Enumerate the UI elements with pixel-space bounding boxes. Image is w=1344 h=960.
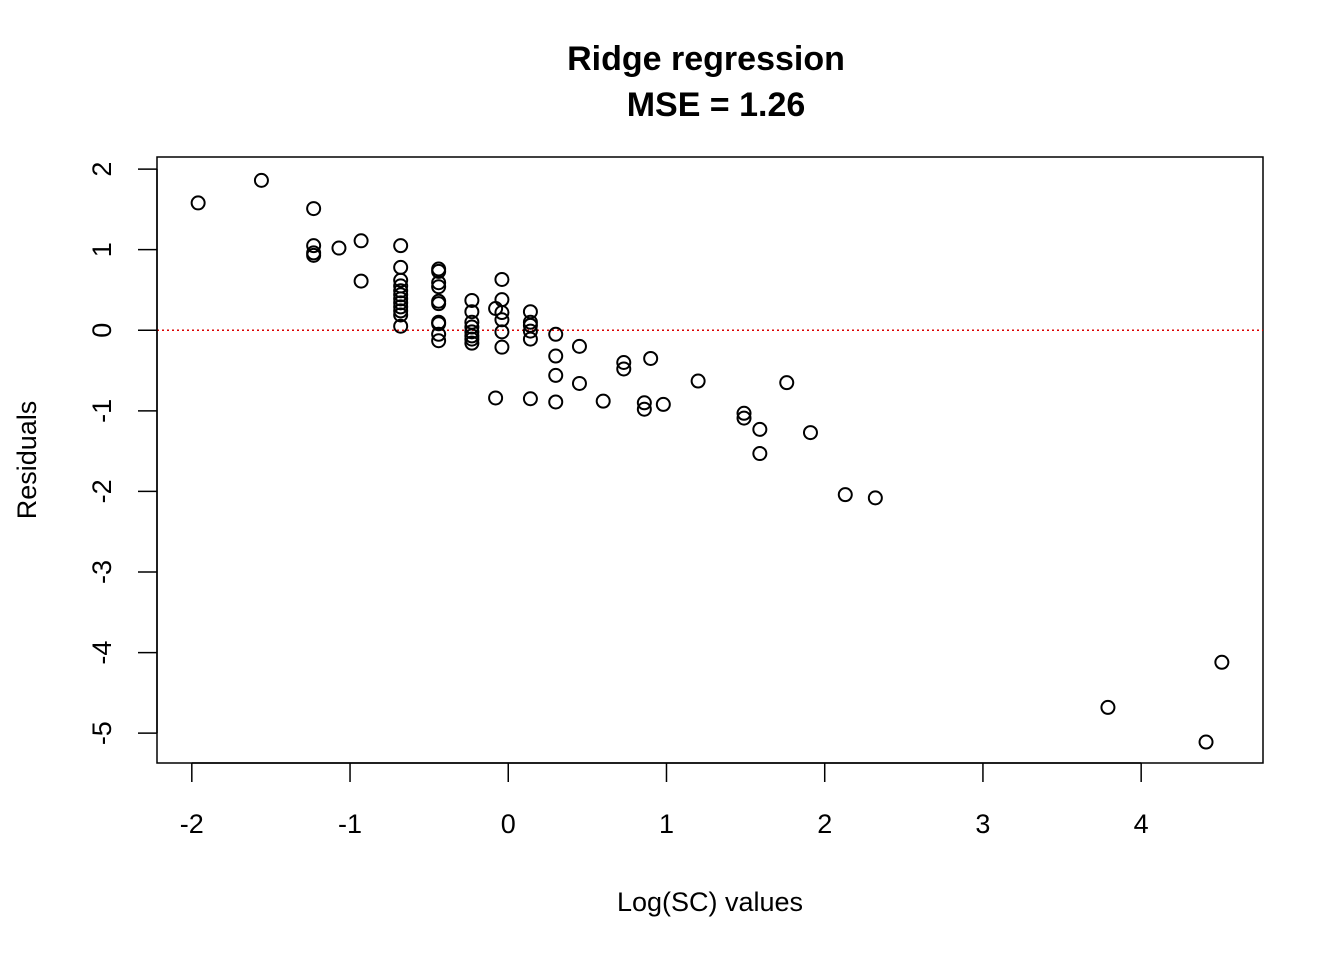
data-point <box>353 233 369 249</box>
chart-subtitle: MSE = 1.26 <box>627 86 806 124</box>
chart-title: Ridge regression <box>567 40 845 78</box>
data-point <box>616 354 632 370</box>
data-point <box>393 259 409 275</box>
x-tick-label: 2 <box>817 809 832 839</box>
data-point <box>595 393 611 409</box>
data-point <box>494 324 510 340</box>
data-point <box>464 292 480 308</box>
y-tick-label: 0 <box>87 323 117 338</box>
data-point <box>643 350 659 366</box>
data-point <box>690 373 706 389</box>
data-point <box>636 401 652 417</box>
data-point <box>464 304 480 320</box>
data-point <box>655 396 671 412</box>
data-point <box>393 307 409 323</box>
y-tick-label: -1 <box>87 399 117 423</box>
data-point <box>431 326 447 342</box>
data-point <box>464 335 480 351</box>
data-point <box>488 390 504 406</box>
data-point <box>464 324 480 340</box>
data-point <box>1214 654 1230 670</box>
data-point <box>494 292 510 308</box>
data-point <box>1198 734 1214 750</box>
y-axis: 2 1 0 -1 -2 -3 -4 -5 <box>87 162 158 745</box>
data-point <box>1100 699 1116 715</box>
data-point <box>431 279 447 295</box>
data-point <box>431 333 447 349</box>
data-point <box>393 299 409 315</box>
x-axis-label: Log(SC) values <box>617 887 803 917</box>
plot-frame <box>156 156 1264 764</box>
y-tick-label: -3 <box>87 560 117 584</box>
data-point <box>571 338 587 354</box>
data-point <box>253 172 269 188</box>
data-point <box>431 316 447 332</box>
data-point <box>431 263 447 279</box>
data-point <box>393 318 409 334</box>
data-point <box>522 323 538 339</box>
data-point <box>548 367 564 383</box>
x-tick-label: -1 <box>338 809 362 839</box>
y-tick-label: 1 <box>87 242 117 257</box>
data-point <box>736 410 752 426</box>
data-point <box>548 348 564 364</box>
data-point <box>393 238 409 254</box>
x-axis: -2 -1 0 1 2 3 4 <box>180 762 1149 839</box>
x-tick-label: -2 <box>180 809 204 839</box>
data-point <box>494 339 510 355</box>
data-point <box>464 331 480 347</box>
data-point <box>837 487 853 503</box>
data-point <box>616 361 632 377</box>
x-tick-label: 1 <box>659 809 674 839</box>
y-tick-label: -5 <box>87 721 117 745</box>
data-point <box>190 195 206 211</box>
data-point <box>494 305 510 321</box>
data-point <box>522 391 538 407</box>
y-tick-label: -2 <box>87 479 117 503</box>
y-tick-label: 2 <box>87 162 117 177</box>
x-tick-label: 4 <box>1134 809 1149 839</box>
data-point <box>802 425 818 441</box>
data-point <box>353 273 369 289</box>
data-point <box>736 405 752 421</box>
data-point <box>636 395 652 411</box>
data-point <box>522 331 538 347</box>
data-point <box>431 275 447 291</box>
data-point <box>306 247 322 263</box>
data-point <box>779 375 795 391</box>
data-point <box>331 240 347 256</box>
data-point <box>306 238 322 254</box>
x-tick-label: 3 <box>975 809 990 839</box>
data-point <box>548 326 564 342</box>
data-point <box>571 375 587 391</box>
data-point <box>548 394 564 410</box>
x-tick-label: 0 <box>501 809 516 839</box>
data-point <box>431 296 447 312</box>
data-point <box>752 421 768 437</box>
data-point <box>494 271 510 287</box>
data-point <box>752 446 768 462</box>
data-point <box>393 303 409 319</box>
data-point <box>393 272 409 288</box>
data-points <box>190 172 1230 750</box>
data-point <box>867 490 883 506</box>
data-point <box>306 201 322 217</box>
y-axis-label: Residuals <box>12 401 42 520</box>
y-tick-label: -4 <box>87 641 117 665</box>
